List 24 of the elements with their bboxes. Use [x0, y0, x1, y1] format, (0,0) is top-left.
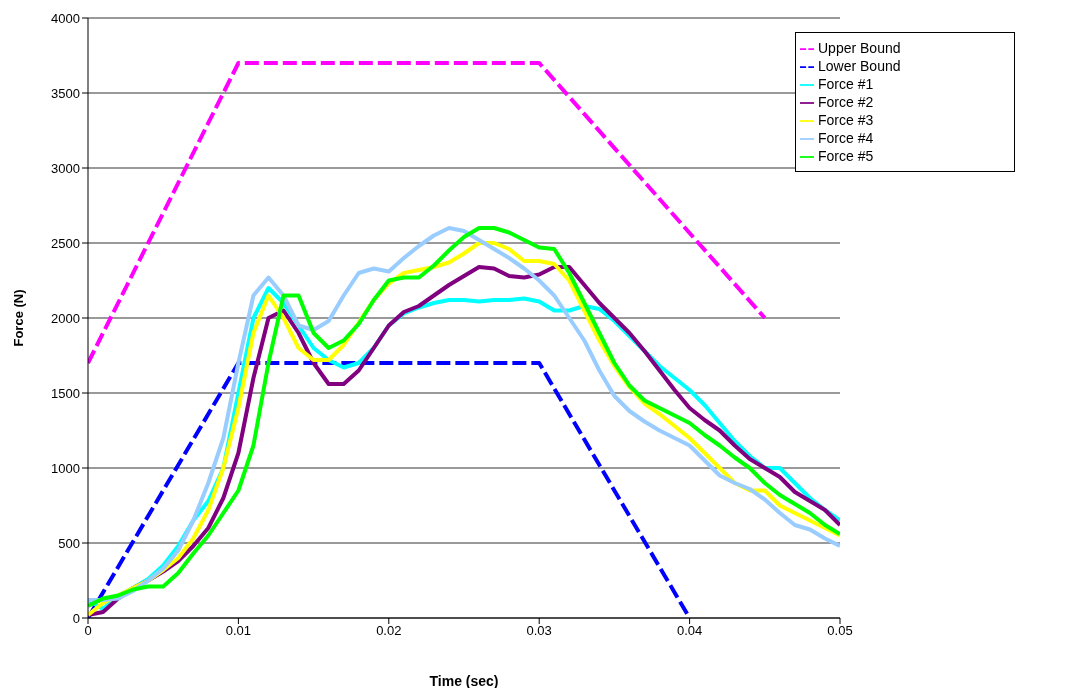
legend-label: Force #3 [818, 112, 874, 128]
legend-label: Upper Bound [818, 40, 901, 56]
y-tick-label: 2000 [51, 310, 80, 326]
y-axis-title: Force (N) [10, 289, 26, 347]
x-tick-label: 0.01 [225, 623, 252, 639]
x-tick-label: 0.05 [827, 623, 853, 639]
legend-label: Force #2 [818, 94, 874, 110]
y-tick-label: 1000 [51, 460, 80, 476]
x-tick-label: 0.02 [376, 623, 402, 639]
x-tick-label: 0.04 [676, 623, 703, 639]
x-tick-label: 0.03 [526, 623, 552, 639]
x-tick-label: 0 [84, 623, 92, 639]
y-tick-label: 0 [72, 610, 80, 626]
y-tick-label: 1500 [51, 385, 80, 401]
y-tick-label: 4000 [51, 10, 80, 26]
y-tick-label: 3500 [51, 85, 80, 101]
legend-label: Lower Bound [818, 58, 901, 74]
legend-label: Force #5 [818, 148, 874, 164]
x-axis-title: Time (sec) [429, 672, 499, 689]
y-tick-label: 2500 [51, 235, 80, 251]
legend-label: Force #4 [818, 130, 874, 146]
y-tick-label: 500 [58, 535, 80, 551]
y-tick-label: 3000 [51, 160, 80, 176]
legend-label: Force #1 [818, 76, 874, 92]
